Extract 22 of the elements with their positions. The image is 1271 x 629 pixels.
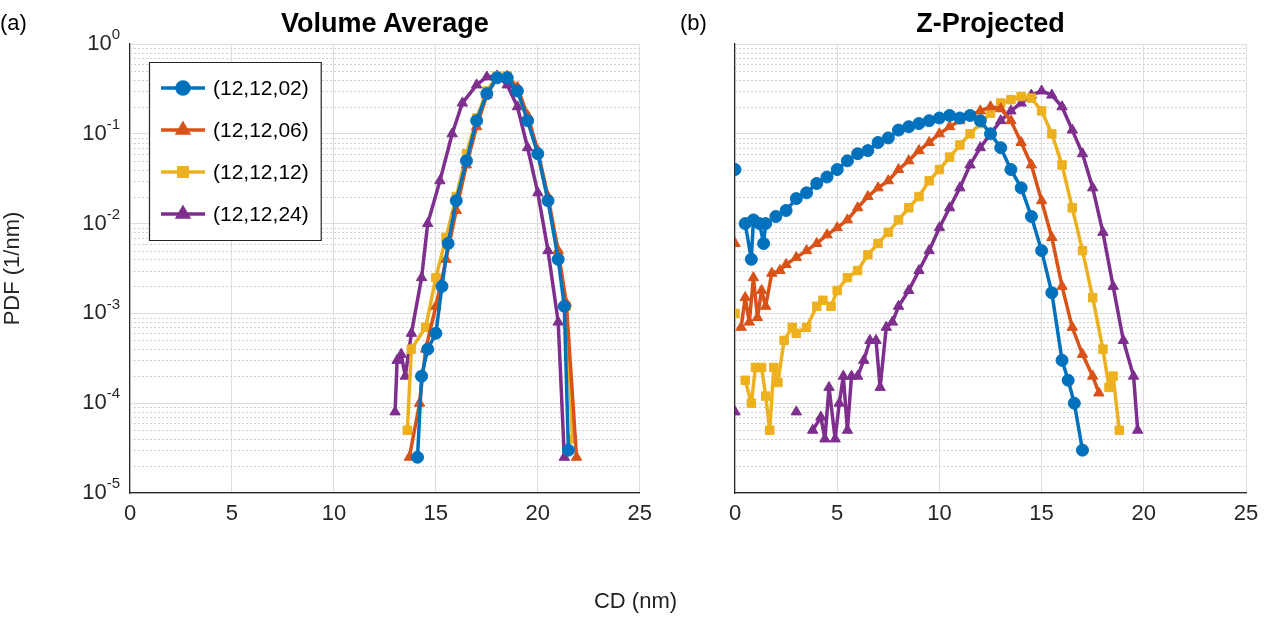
x-tick-label: 5	[831, 500, 844, 526]
x-tick-label: 25	[627, 500, 653, 526]
legend-label: (12,12,06)	[213, 117, 309, 141]
x-tick-label: 5	[225, 500, 239, 526]
x-tick-label: 25	[1233, 500, 1259, 526]
x-tick-label: 15	[423, 500, 449, 526]
x-tick-label: 20	[525, 500, 551, 526]
chart-title: Volume Average	[281, 8, 489, 38]
legend-label: (12,12,12)	[213, 159, 309, 183]
x-axis-title: CD (nm)	[592, 588, 679, 614]
legend-label: (12,12,24)	[213, 201, 309, 225]
x-tick-label: 15	[1029, 500, 1054, 526]
x-tick-label: 10	[321, 500, 347, 526]
x-tick-label: 20	[1131, 500, 1157, 526]
text: (a)	[0, 10, 27, 35]
legend-label: (12,12,02)	[213, 75, 309, 99]
x-tick-label: 10	[927, 500, 952, 526]
x-tick-label: 0	[728, 500, 742, 526]
y-axis-title: PDF (1/nm)	[0, 211, 25, 326]
text: (b)	[680, 10, 707, 35]
x-tick-label: 0	[123, 500, 137, 526]
chart-title: Z-Projected	[916, 8, 1065, 38]
